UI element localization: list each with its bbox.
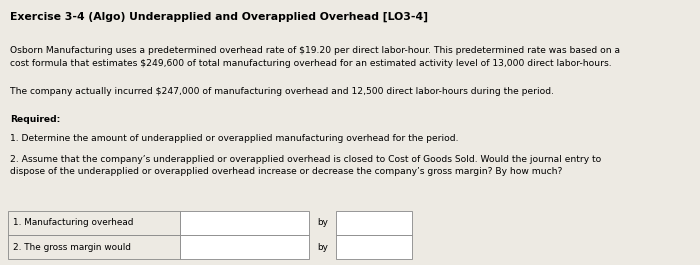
Bar: [8, 235, 180, 259]
Text: Osborn Manufacturing uses a predetermined overhead rate of $19.20 per direct lab: Osborn Manufacturing uses a predetermine…: [10, 46, 620, 68]
Bar: [180, 211, 309, 235]
Text: 1. Manufacturing overhead: 1. Manufacturing overhead: [13, 218, 134, 227]
Text: The company actually incurred $247,000 of manufacturing overhead and 12,500 dire: The company actually incurred $247,000 o…: [10, 87, 554, 96]
Text: 2. Assume that the company’s underapplied or overapplied overhead is closed to C: 2. Assume that the company’s underapplie…: [10, 155, 601, 176]
Bar: [336, 235, 412, 259]
Text: 2. The gross margin would: 2. The gross margin would: [13, 243, 131, 252]
Bar: [180, 235, 309, 259]
Text: by: by: [317, 218, 328, 227]
Text: Required:: Required:: [10, 115, 60, 124]
Text: Exercise 3-4 (Algo) Underapplied and Overapplied Overhead [LO3-4]: Exercise 3-4 (Algo) Underapplied and Ove…: [10, 12, 428, 22]
Bar: [336, 211, 412, 235]
Text: by: by: [317, 243, 328, 252]
Text: 1. Determine the amount of underapplied or overapplied manufacturing overhead fo: 1. Determine the amount of underapplied …: [10, 134, 458, 143]
Bar: [8, 211, 180, 235]
